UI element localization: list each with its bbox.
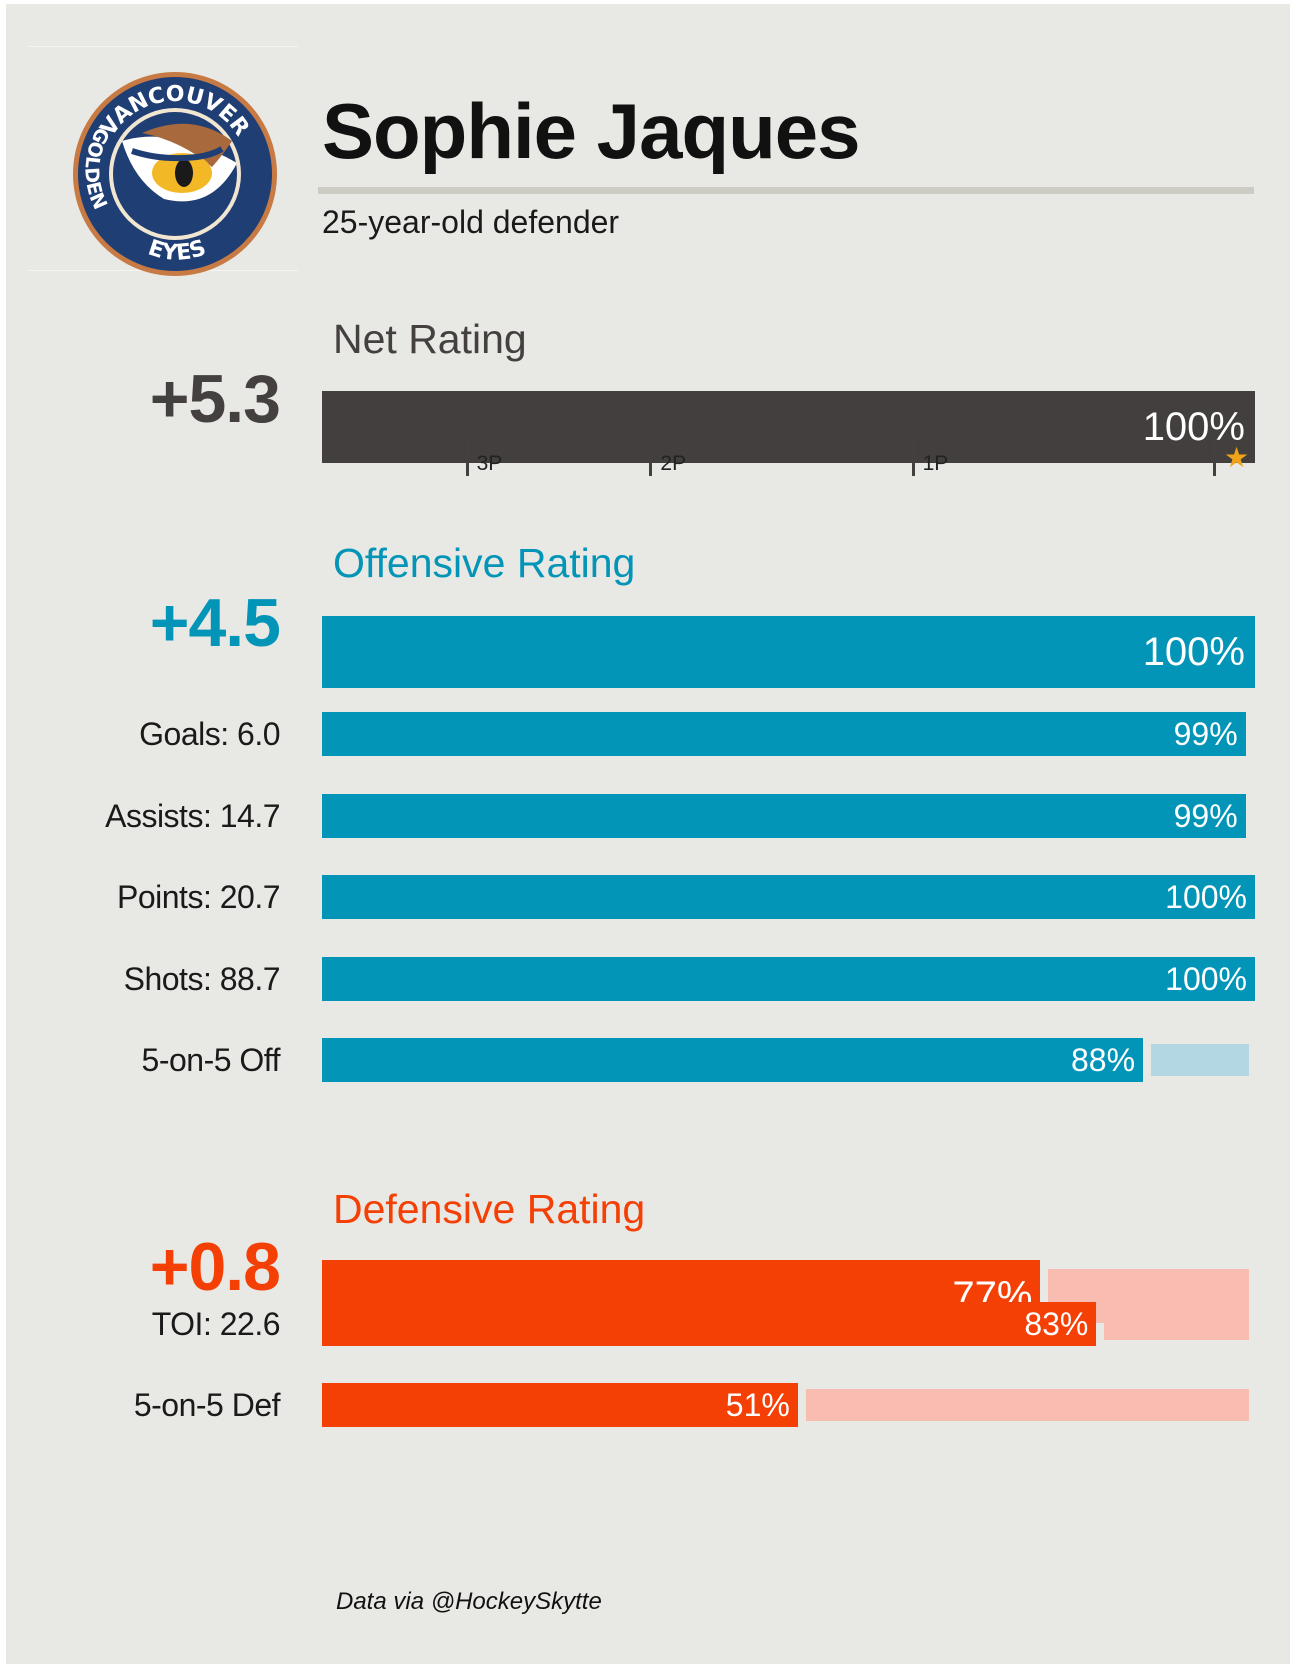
net-tick-mark (465, 436, 469, 476)
net-tick-label: 3P (476, 452, 503, 475)
defense-row-fill (322, 1383, 798, 1427)
offensive-rating-title: Offensive Rating (333, 540, 636, 586)
defense-row-label: 5-on-5 Def (133, 1387, 281, 1423)
offense-row-fill (322, 793, 1246, 838)
name-underline (318, 187, 1254, 194)
net-rating-bar: 100% (322, 391, 1255, 463)
offense-row-fill (322, 1038, 1144, 1082)
net-tick-mark (911, 436, 915, 476)
net-rating-title: Net Rating (333, 316, 527, 362)
bar-remainder (1151, 1044, 1249, 1076)
defense-row-bar: 51% (322, 1383, 1255, 1427)
offensive-rating-fill (322, 616, 1255, 688)
offense-row-fill (322, 712, 1246, 756)
bar-remainder (805, 1389, 1249, 1421)
offense-row-percentile: 99% (1173, 716, 1238, 752)
team-logo: VANCOUVER GOLDEN EYES (73, 72, 277, 276)
offense-row-bar: 100% (322, 875, 1255, 919)
data-credit: Data via @HockeySkytte (336, 1588, 602, 1615)
offense-row-label: Assists: 14.7 (105, 797, 280, 834)
offense-row-label: Goals: 6.0 (139, 716, 280, 752)
net-tick-mark (1212, 436, 1216, 476)
defense-row-label: TOI: 22.6 (151, 1306, 281, 1342)
defense-row-fill (322, 1302, 1097, 1346)
defense-row-percentile: 51% (725, 1387, 790, 1423)
defense-row-percentile: 83% (1024, 1306, 1089, 1342)
player-card: VANCOUVER GOLDEN EYES Sophie Jaques 25-y… (6, 4, 1290, 1664)
player-name: Sophie Jaques (322, 87, 860, 175)
net-rating-value: +5.3 (149, 361, 281, 437)
offense-row-percentile: 88% (1070, 1042, 1136, 1078)
offense-row-percentile: 100% (1165, 960, 1247, 997)
offensive-rating-value: +4.5 (149, 585, 281, 661)
bar-remainder (1104, 1308, 1249, 1340)
star-icon: ★ (1223, 442, 1250, 473)
offense-row-bar: 99% (322, 712, 1255, 756)
offense-row-label: 5-on-5 Off (141, 1042, 281, 1078)
offense-row-bar: 88% (322, 1038, 1255, 1082)
offense-row-label: Points: 20.7 (117, 879, 281, 915)
offense-row-bar: 100% (322, 956, 1255, 1001)
net-rating-fill (322, 391, 1255, 463)
offense-row-fill (322, 875, 1255, 919)
offense-row-percentile: 99% (1173, 797, 1238, 834)
offensive-rating-percentile: 100% (1142, 630, 1245, 674)
offense-row-percentile: 100% (1165, 879, 1247, 915)
net-tick-label: 2P (660, 452, 687, 475)
offense-row-fill (322, 956, 1255, 1001)
player-subtitle: 25-year-old defender (322, 204, 620, 240)
offensive-rating-bar: 100% (322, 616, 1255, 688)
net-rating-percentile: 100% (1142, 405, 1245, 449)
defensive-rating-title: Defensive Rating (333, 1186, 646, 1232)
offense-row-label: Shots: 88.7 (123, 960, 281, 997)
divider (28, 46, 298, 47)
defensive-rating-value: +0.8 (149, 1229, 281, 1305)
net-tick-label: 1P (922, 452, 949, 475)
net-tick-mark (649, 436, 653, 476)
defense-row-bar: 83% (322, 1302, 1255, 1346)
offense-row-bar: 99% (322, 793, 1255, 838)
